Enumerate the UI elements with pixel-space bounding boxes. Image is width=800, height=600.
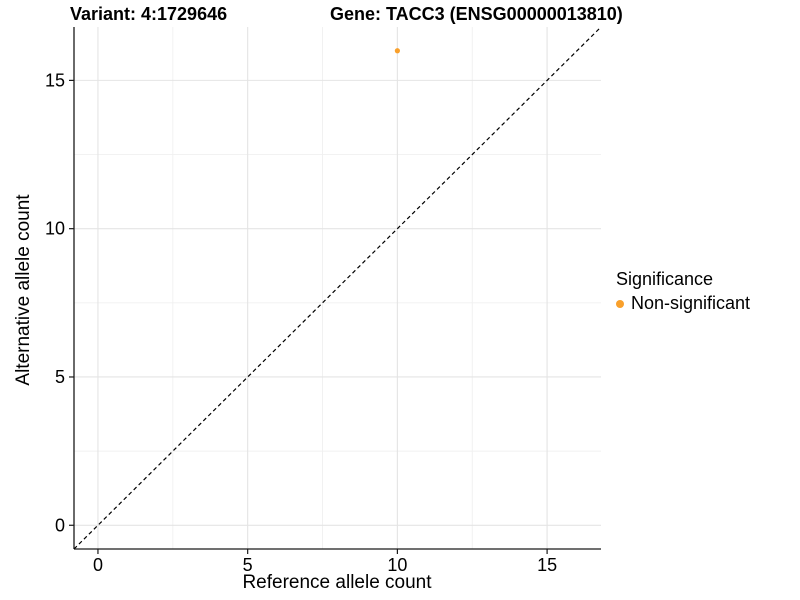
legend: Significance Non-significant	[616, 269, 750, 314]
y-tick-label: 15	[45, 70, 65, 90]
data-point	[394, 48, 400, 54]
y-tick-label: 5	[55, 367, 65, 387]
plot-title-gene: Gene: TACC3 (ENSG00000013810)	[330, 4, 623, 24]
legend-item-label: Non-significant	[631, 293, 751, 313]
legend-point-icon	[616, 299, 624, 308]
legend-title: Significance	[616, 269, 714, 289]
x-tick-label: 15	[537, 555, 557, 575]
legend-item-non-significant: Non-significant	[616, 293, 750, 314]
x-tick-label: 0	[93, 555, 103, 575]
x-axis-title: Reference allele count	[242, 572, 432, 593]
x-tick-label: 5	[243, 555, 253, 575]
y-tick-label: 0	[55, 515, 65, 535]
y-tick-label: 10	[45, 219, 65, 239]
plot-title-variant: Variant: 4:1729646	[70, 4, 228, 24]
x-tick-label: 10	[387, 555, 407, 575]
identity-reference-line	[73, 26, 602, 550]
y-axis-title: Alternative allele count	[13, 194, 34, 386]
